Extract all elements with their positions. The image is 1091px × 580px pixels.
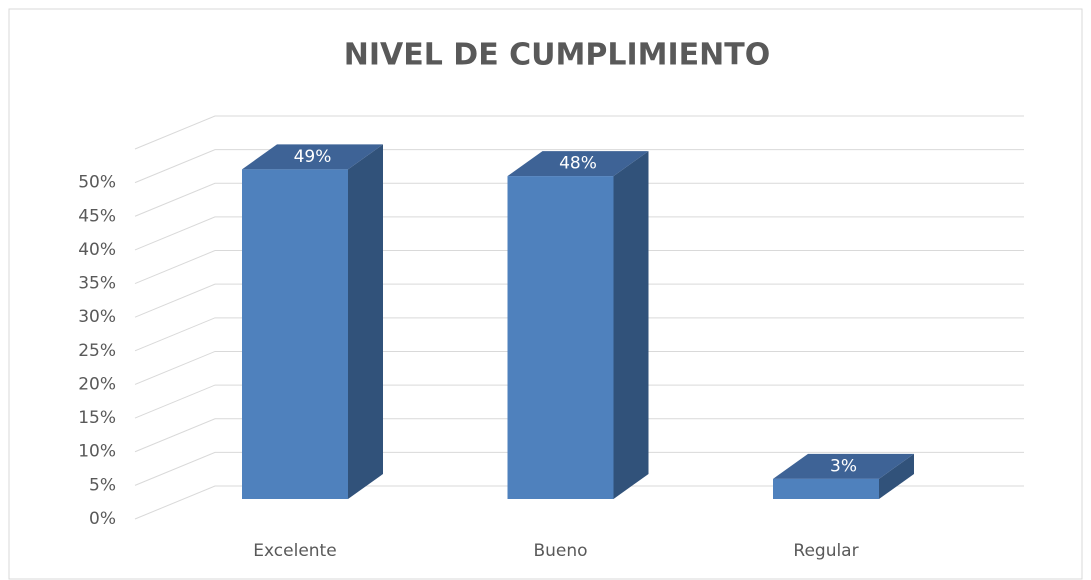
- data-label: 3%: [830, 456, 857, 476]
- bar-side: [613, 151, 649, 499]
- bar: [773, 478, 879, 499]
- y-tick-label: 50%: [78, 173, 116, 193]
- bar: [507, 176, 614, 499]
- grid-line: [134, 317, 1024, 352]
- y-tick-label: 10%: [78, 442, 116, 462]
- y-tick-label: 45%: [78, 206, 116, 226]
- bar-side: [879, 453, 914, 499]
- grid-line: [134, 350, 1024, 385]
- y-tick-label: 0%: [89, 509, 116, 529]
- bar-top: [242, 144, 383, 170]
- grid-line: [134, 149, 1024, 184]
- grid-line: [134, 418, 1024, 453]
- y-tick-label: 25%: [78, 341, 116, 361]
- y-tick-label: 40%: [78, 240, 116, 260]
- bar-top: [773, 453, 914, 479]
- grid-line: [134, 384, 1024, 419]
- y-tick-label: 5%: [89, 475, 116, 495]
- y-tick-label: 15%: [78, 408, 116, 428]
- x-tick-label: Regular: [793, 541, 858, 561]
- bar: [242, 169, 348, 499]
- grid-line: [134, 283, 1024, 318]
- data-label: 48%: [559, 154, 597, 174]
- bar-side: [348, 144, 383, 499]
- bar-top: [507, 151, 649, 177]
- grid-line: [134, 216, 1024, 251]
- grid-line: [134, 250, 1024, 285]
- y-tick-label: 20%: [78, 374, 116, 394]
- y-tick-label: 30%: [78, 307, 116, 327]
- x-tick-label: Excelente: [253, 541, 336, 561]
- wall-edge: [134, 115, 1024, 150]
- y-tick-label: 35%: [78, 274, 116, 294]
- data-label: 49%: [294, 147, 332, 167]
- chart-title: NIVEL DE CUMPLIMIENTO: [344, 38, 770, 73]
- x-tick-label: Bueno: [533, 541, 587, 561]
- grid-line: [134, 485, 1024, 520]
- grid-line: [134, 451, 1024, 486]
- grid-line: [134, 182, 1024, 217]
